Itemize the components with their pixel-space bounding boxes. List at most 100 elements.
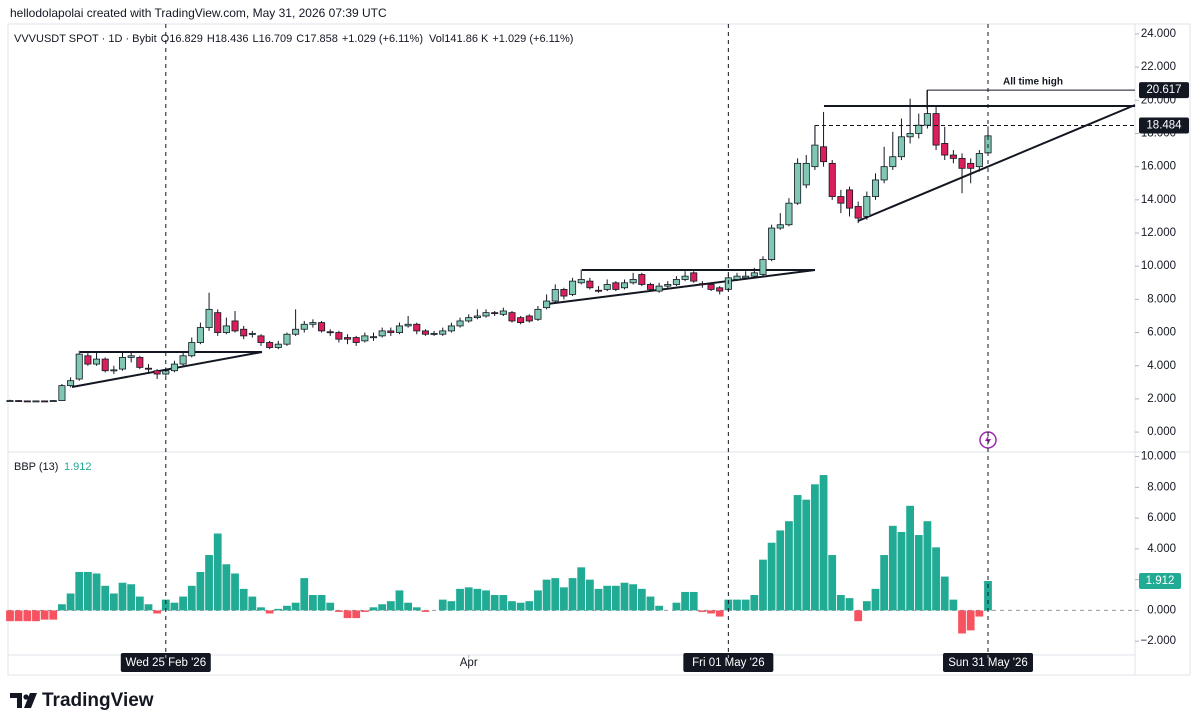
candle-body [101,358,109,372]
candle-body [897,136,905,158]
candle-body [785,202,793,226]
candle-body [352,337,360,343]
bar [456,588,464,611]
price-axis: 0.000 2.000 4.000 6.000 8.000 10.000 12.000 14.… [1135,28,1176,647]
candle-body [811,144,819,168]
candle-body [465,317,473,322]
candle-body [525,315,533,322]
value-label-box [1139,572,1181,589]
bar [395,590,404,611]
bar [196,571,205,611]
bar [611,585,620,611]
candle-body [6,400,14,402]
bar [871,588,880,611]
bar [369,607,378,611]
price-label-box [1139,82,1189,99]
bar [248,596,257,611]
bar [83,571,92,611]
bar [828,555,837,611]
bar [508,601,516,611]
candle-body [828,162,836,197]
candle-body [32,400,40,403]
bar [940,576,949,611]
candle-body [586,280,594,289]
candle-body [153,370,161,375]
high-value: 18.436 [215,33,249,45]
bar [40,610,49,620]
candle-body [690,272,698,282]
candle-body [413,323,421,332]
candle-body [421,330,429,335]
y-tick-label: 24.000 [1141,28,1176,40]
bar [283,605,291,611]
open-value: 16.829 [169,33,203,45]
bar [966,610,975,631]
bar [32,610,40,622]
candle-body [439,330,447,335]
candle-body [41,400,49,403]
y-tick-label: 16.000 [1141,161,1176,173]
close-prefix: C [296,33,304,45]
candle-body [846,189,854,209]
candle-body [742,275,750,279]
candle-body [707,284,715,290]
bar [222,564,231,611]
y-tick-label: 12.000 [1141,227,1176,239]
bar [239,588,248,611]
candle-body [802,162,810,186]
candle-body [871,179,880,197]
value-label: 1.912 [1146,575,1175,587]
close-value: 17.858 [304,33,338,45]
bar [75,571,84,611]
bar [551,578,560,611]
candle-body [837,196,845,204]
y-tick-label: 4.000 [1147,360,1176,372]
bar [135,596,144,611]
trendline [71,351,263,388]
candle-body [681,275,689,280]
bar [637,588,646,611]
candle-body [309,322,317,325]
change-repeat: +1.029 (+6.11%) [492,33,573,45]
candle-body [638,274,646,285]
bar [906,505,915,611]
bar [438,599,447,611]
candle-body [274,343,282,348]
candle-body [482,312,490,317]
candle-body [655,285,663,292]
bar [265,610,274,614]
bar [629,584,638,611]
candle-body [179,355,187,365]
trendline [857,104,1136,222]
bar [127,584,136,611]
candle-body [551,289,559,302]
candle-body [58,385,66,401]
x-tick-box [943,653,1033,672]
bar [542,579,551,611]
y-tick-label: 14.000 [1141,194,1176,206]
x-tick-box [120,653,211,672]
annotation: All time high [1003,77,1063,88]
chart-frame [7,23,1191,676]
candle-body [906,133,914,138]
candle-body [595,289,603,292]
candle-body [776,224,784,229]
x-tick-label: Fri 01 May '26 [692,657,765,669]
bar [205,555,213,611]
bar [14,610,23,622]
attribution: hellodolapolai created with TradingView.… [10,6,387,20]
bar [490,595,499,611]
candle-body [127,355,135,358]
candle-body [543,300,551,309]
bar [23,610,32,622]
candle-body [318,322,326,332]
bar [412,607,421,611]
candle-body [170,363,178,372]
bar [689,591,698,611]
candle-body [144,367,152,370]
candle-body [473,315,481,319]
candle-body [67,380,75,387]
bar [802,499,811,611]
symbol: VVVUSDT SPOT · 1D · Bybit [14,33,157,45]
